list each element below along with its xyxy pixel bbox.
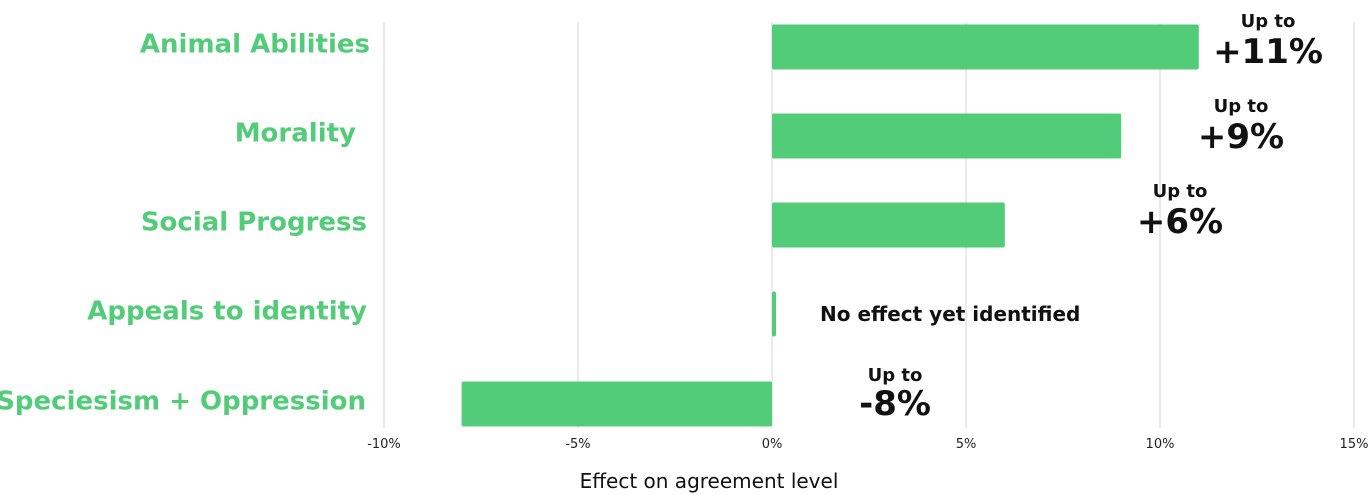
category-label: Animal Abilities (140, 30, 370, 60)
annotation-value: -8% (859, 384, 931, 424)
x-tick-labels: -10% -5% 0% 5% 10% 15% (367, 437, 1368, 452)
x-tick-label: -5% (565, 437, 590, 452)
category-label: Appeals to identity (87, 297, 367, 327)
annotations: Up to+11%Up to+9%Up to+6%No effect yet i… (820, 11, 1323, 424)
annotation-prefix: Up to (1214, 96, 1269, 117)
category-label: Morality (235, 119, 356, 149)
category-label: Speciesism + Oppression (0, 387, 366, 417)
annotation-note: No effect yet identified (820, 302, 1080, 326)
bar (461, 381, 772, 427)
category-label: Social Progress (141, 208, 367, 238)
bar (772, 202, 1005, 248)
bar (772, 24, 1199, 70)
annotation-prefix: Up to (1153, 181, 1208, 202)
annotation-value: +11% (1213, 32, 1323, 72)
annotation-prefix: Up to (1241, 11, 1296, 32)
annotation-value: +6% (1137, 202, 1223, 242)
x-axis-title: Effect on agreement level (580, 469, 839, 493)
x-tick-label: -10% (367, 437, 401, 452)
x-tick-label: 0% (762, 437, 783, 452)
bars (461, 24, 1199, 427)
annotation-value: +9% (1198, 117, 1284, 157)
bar (772, 113, 1122, 159)
bar (772, 291, 776, 337)
annotation-prefix: Up to (868, 365, 923, 386)
x-tick-label: 10% (1146, 437, 1175, 452)
category-labels: Animal Abilities Morality Social Progress A… (0, 30, 370, 417)
x-tick-label: 15% (1340, 437, 1369, 452)
x-tick-label: 5% (956, 437, 977, 452)
